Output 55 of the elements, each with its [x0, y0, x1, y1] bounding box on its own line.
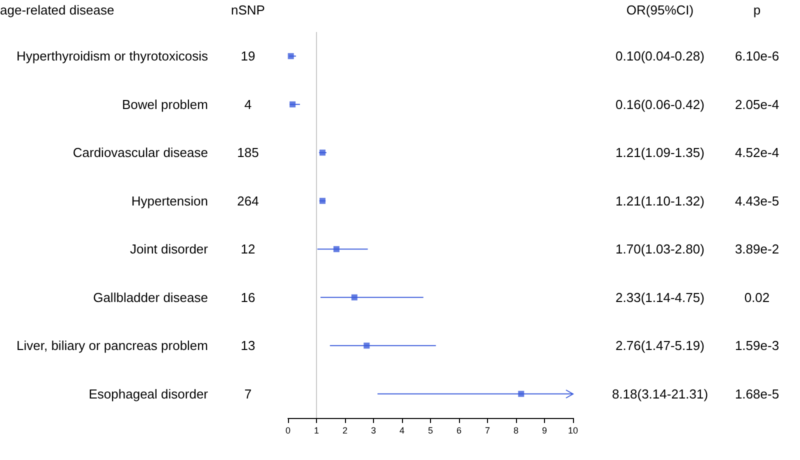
text: 264	[237, 193, 259, 208]
x-tick-label: 2	[342, 426, 348, 436]
x-tick-label: 7	[484, 426, 490, 436]
x-tick-label: 9	[542, 426, 548, 436]
point	[518, 390, 524, 397]
x-tick-label: 10	[568, 426, 578, 436]
x-tick-label: 1	[314, 426, 320, 436]
point	[351, 294, 358, 300]
point	[333, 246, 340, 252]
x-tick-label: 6	[456, 426, 462, 436]
y-tick-label: Gallbladder disease	[93, 290, 208, 305]
y-tick-label: Cardiovascular disease	[72, 145, 208, 160]
data-label: 1.21(1.09-1.35)	[616, 145, 704, 160]
text: 1.68e-5	[734, 386, 780, 402]
x-tick-label: 3	[370, 426, 376, 436]
x-tick-label: 0	[285, 426, 291, 436]
point	[319, 150, 326, 156]
text: age-related disease	[0, 2, 114, 18]
text: 0.02	[744, 290, 770, 305]
data-label: 1.21(1.10-1.32)	[616, 193, 704, 208]
y-tick-label: Hypertension	[131, 193, 208, 208]
text: 185	[237, 145, 259, 160]
text: 1.59e-3	[734, 338, 780, 354]
text: 16	[240, 290, 256, 305]
text: 7	[244, 386, 252, 402]
text: 6.10e-6	[734, 48, 780, 64]
text: 13	[240, 338, 256, 354]
y-tick-label: Esophageal disorder	[88, 386, 209, 402]
point	[364, 342, 370, 349]
x-tick-label: 5	[428, 426, 434, 436]
text: p	[753, 2, 761, 18]
data-label: 2.76(1.47-5.19)	[616, 338, 704, 354]
text: 3.89e-2	[734, 242, 780, 257]
y-tick-label: Bowel problem	[122, 96, 208, 112]
x-tick-label: 4	[399, 426, 405, 436]
y-tick-label: Hyperthyroidism or thyrotoxicosis	[16, 48, 208, 64]
data-label: 2.33(1.14-4.75)	[616, 290, 704, 305]
text: 19	[240, 48, 256, 64]
text: 4	[244, 96, 252, 112]
data-label: 0.10(0.04-0.28)	[616, 48, 704, 64]
y-tick-label: Liver, biliary or pancreas problem	[16, 338, 208, 354]
data-label: 8.18(3.14-21.31)	[612, 386, 708, 402]
data-label: 0.16(0.06-0.42)	[616, 96, 704, 112]
text: 4.43e-5	[734, 193, 780, 208]
data-label: 1.70(1.03-2.80)	[616, 242, 704, 257]
point	[290, 101, 296, 108]
text: 2.05e-4	[734, 96, 780, 112]
text: 12	[240, 242, 256, 257]
text: OR(95%CI)	[626, 2, 694, 18]
y-tick-label: Joint disorder	[130, 242, 209, 257]
text: 4.52e-4	[734, 145, 780, 160]
point	[319, 198, 326, 204]
x-tick-label: 8	[513, 426, 519, 436]
point	[288, 53, 294, 60]
text: nSNP	[231, 2, 265, 18]
